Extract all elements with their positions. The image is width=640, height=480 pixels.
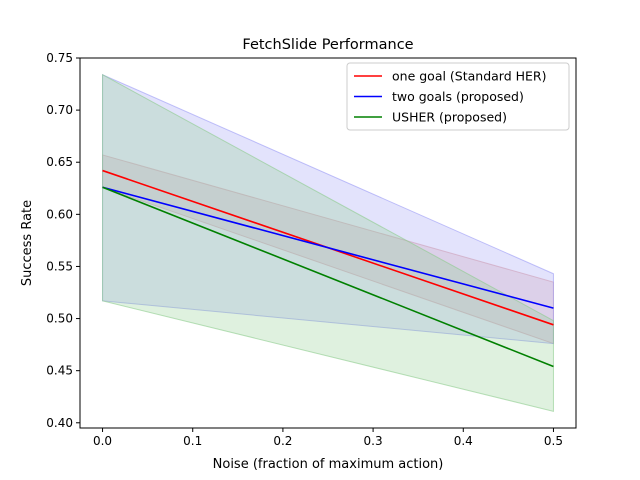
x-tick-label: 0.0	[93, 434, 112, 448]
confidence-bands	[102, 73, 554, 412]
y-tick-label: 0.70	[46, 103, 73, 117]
series-line-3	[102, 186, 554, 368]
chart-title: FetchSlide Performance	[242, 37, 413, 53]
legend-label-3: USHER (proposed)	[392, 110, 507, 125]
y-axis-ticks: 0.40 0.45 0.50 0.55 0.60 0.65 0.70 0.75	[46, 51, 80, 430]
x-tick-label: 0.4	[454, 434, 473, 448]
x-axis-label: Noise (fraction of maximum action)	[213, 457, 444, 472]
x-tick-label: 0.1	[183, 434, 202, 448]
legend-frame	[346, 62, 570, 131]
plot-area-frame	[79, 57, 577, 429]
x-tick-label: 0.5	[544, 434, 563, 448]
y-tick-label: 0.50	[46, 312, 73, 326]
y-tick-label: 0.65	[46, 155, 73, 169]
series-lines	[102, 169, 554, 368]
y-tick-label: 0.55	[46, 259, 73, 273]
y-tick-label: 0.75	[46, 51, 73, 65]
y-tick-label: 0.60	[46, 207, 73, 221]
y-tick-label: 0.45	[46, 364, 73, 378]
legend: one goal (Standard HER) two goals (propos…	[346, 62, 570, 131]
legend-label-1: one goal (Standard HER)	[392, 69, 547, 84]
x-axis-ticks: 0.0 0.1 0.2 0.3 0.4 0.5	[93, 428, 563, 448]
x-tick-label: 0.3	[364, 434, 383, 448]
y-axis-label: Success Rate	[20, 200, 35, 286]
confidence-band-3	[102, 73, 554, 412]
y-tick-label: 0.40	[46, 416, 73, 430]
legend-label-2: two goals (proposed)	[392, 89, 524, 104]
series-line-2	[102, 186, 554, 309]
x-tick-label: 0.2	[273, 434, 292, 448]
